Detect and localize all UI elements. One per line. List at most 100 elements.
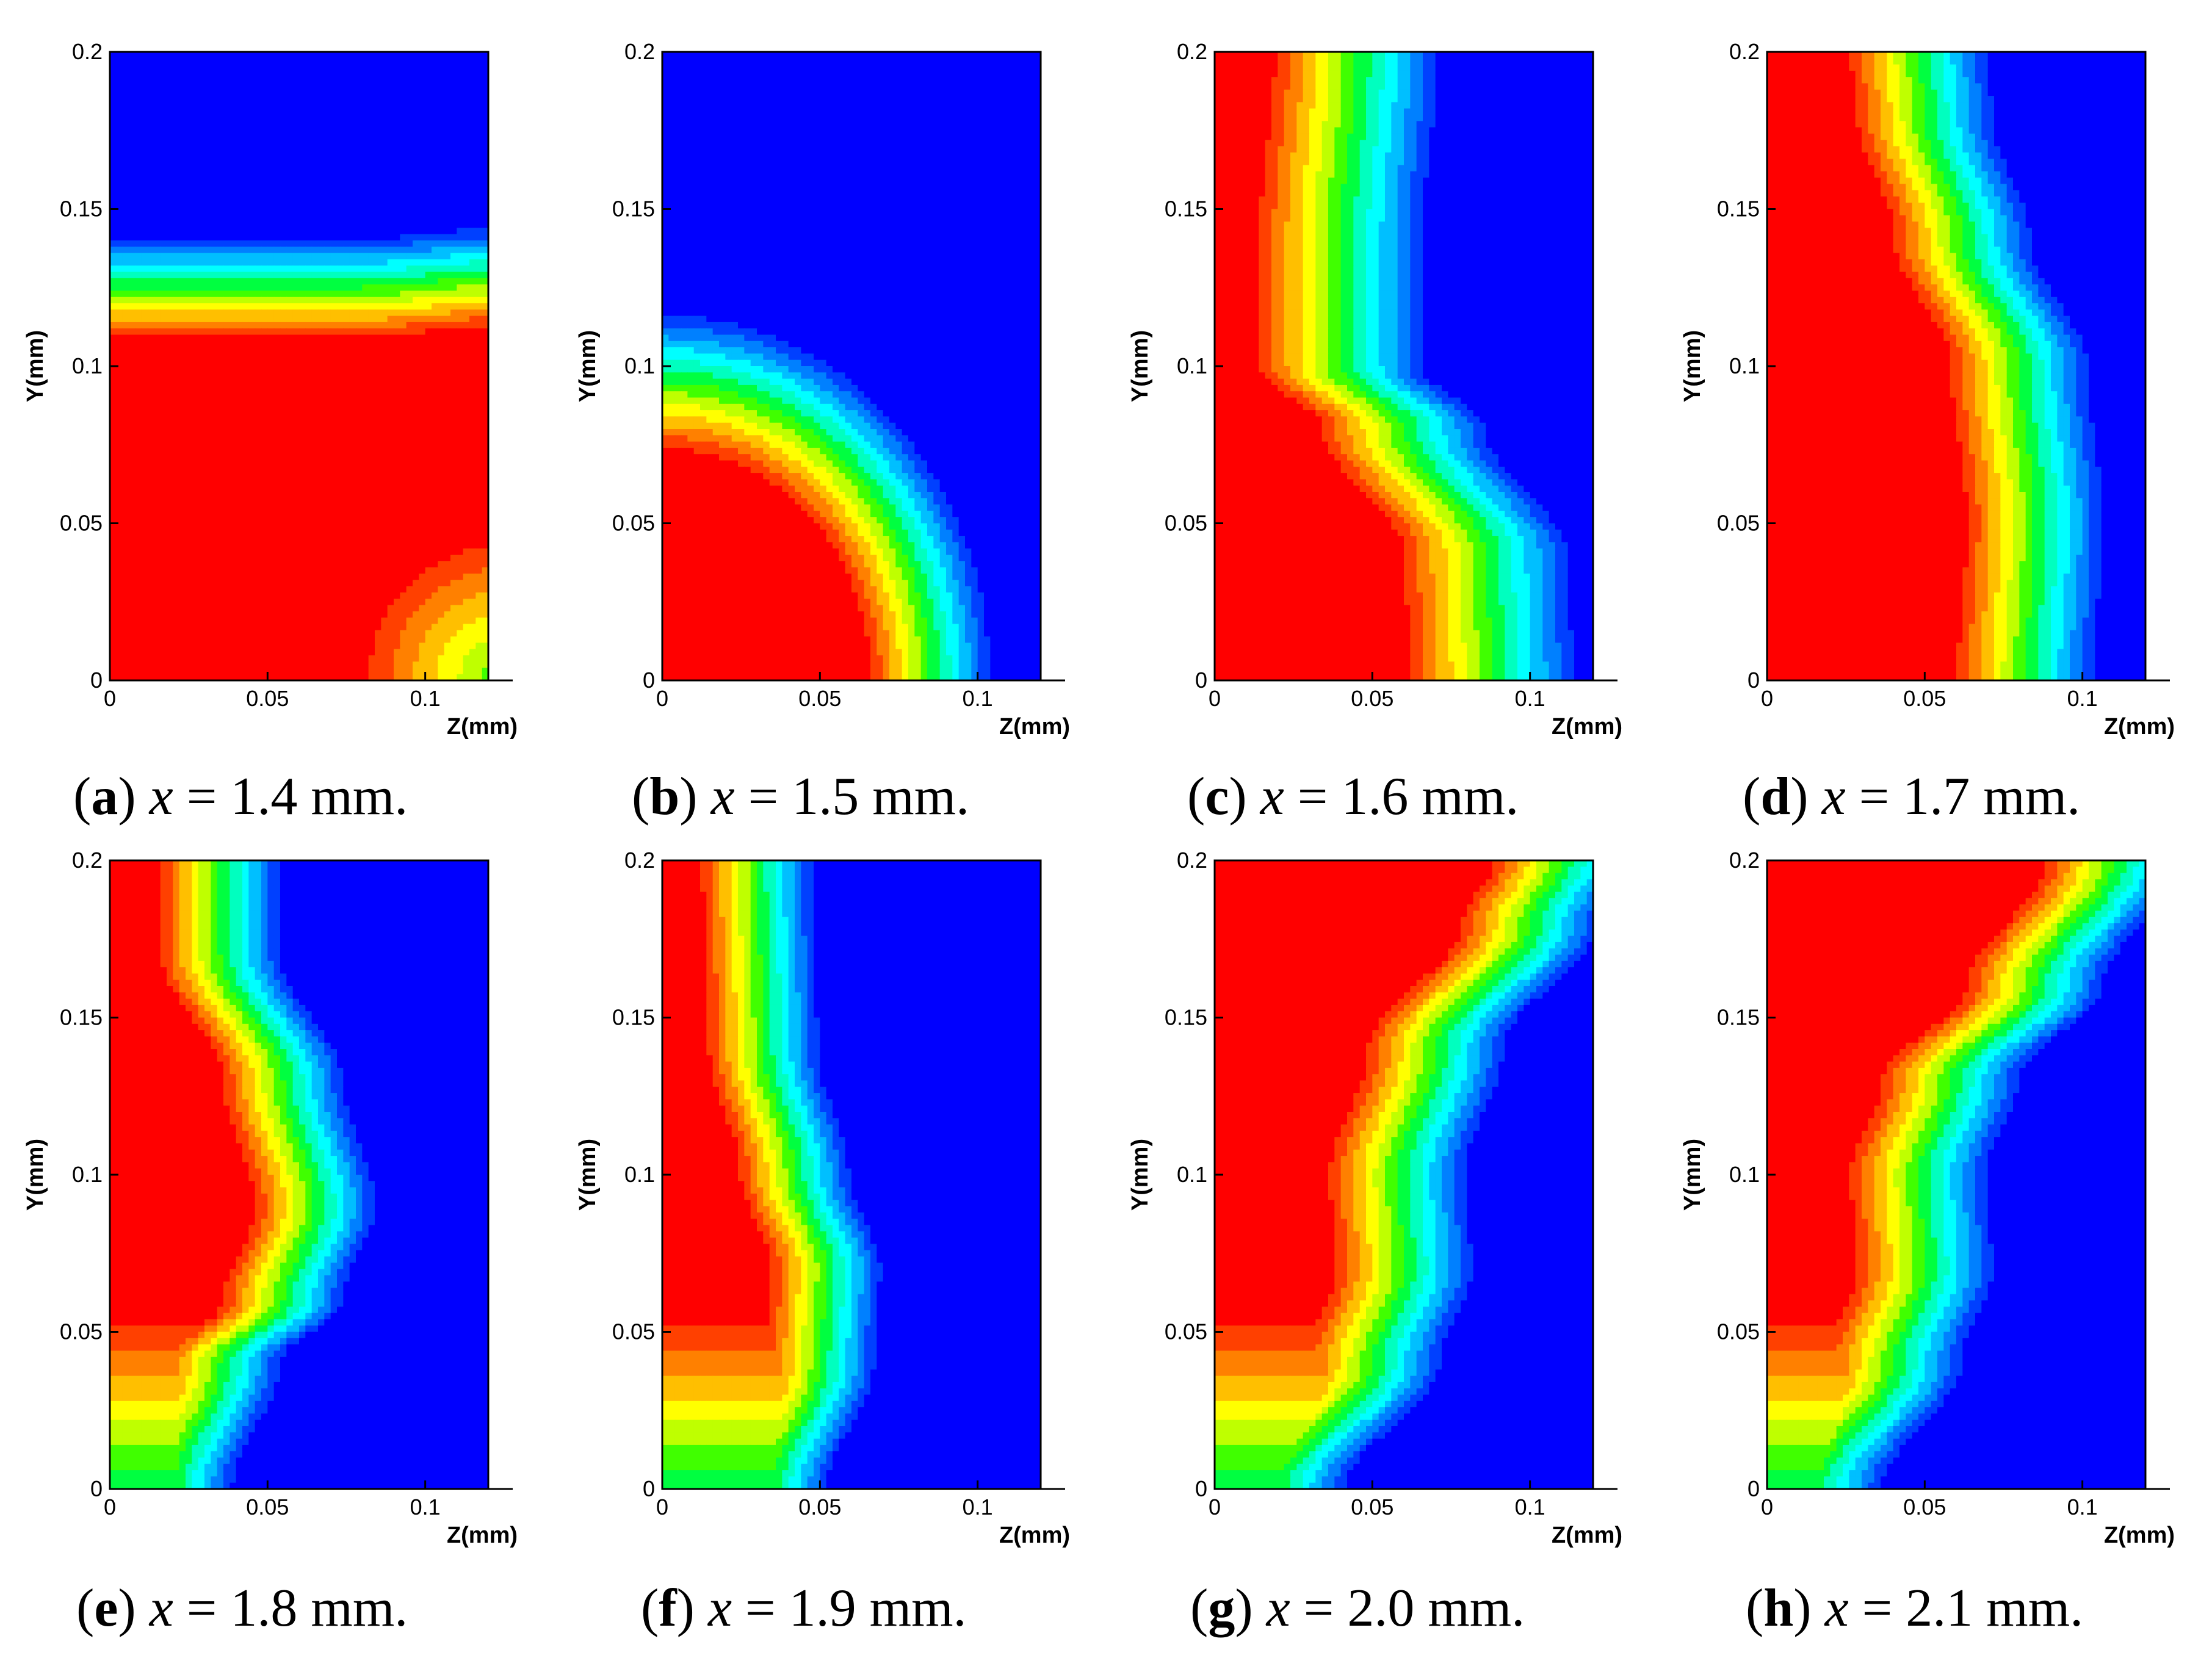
contour-cell xyxy=(217,240,224,247)
contour-cell xyxy=(223,297,230,304)
contour-cell xyxy=(444,341,451,348)
contour-cell xyxy=(343,416,350,424)
contour-cell xyxy=(444,492,451,499)
contour-cell xyxy=(129,466,136,474)
contour-cell xyxy=(160,429,167,436)
contour-cell xyxy=(356,159,363,165)
contour-cell xyxy=(311,265,319,273)
contour-cell xyxy=(211,115,218,121)
contour-cell xyxy=(432,64,438,71)
contour-cell xyxy=(438,435,445,442)
contour-cell xyxy=(273,403,281,411)
contour-cell xyxy=(217,234,224,241)
contour-cell xyxy=(236,479,243,486)
contour-cell xyxy=(160,410,167,417)
contour-cell xyxy=(469,429,476,436)
contour-cell xyxy=(368,460,375,467)
contour-cell xyxy=(148,89,154,96)
contour-cell xyxy=(160,290,167,298)
contour-cell xyxy=(217,203,224,210)
contour-cell xyxy=(248,234,256,241)
contour-cell xyxy=(400,391,407,398)
contour-cell xyxy=(324,89,331,96)
contour-cell xyxy=(173,278,180,285)
contour-cell xyxy=(135,353,142,361)
contour-cell xyxy=(356,485,363,492)
contour-cell xyxy=(413,290,419,298)
contour-cell xyxy=(198,115,205,121)
contour-cell xyxy=(299,366,306,373)
contour-cell xyxy=(368,89,375,96)
contour-cell xyxy=(135,473,142,480)
contour-cell xyxy=(248,359,256,367)
contour-cell xyxy=(122,253,129,260)
contour-cell xyxy=(413,315,419,323)
contour-cell xyxy=(186,555,192,561)
contour-cell xyxy=(242,378,249,386)
contour-cell xyxy=(368,529,375,536)
contour-cell xyxy=(110,290,117,298)
contour-cell xyxy=(450,529,457,536)
contour-cell xyxy=(211,435,218,442)
contour-cell xyxy=(305,209,313,216)
contour-cell xyxy=(160,58,167,65)
contour-cell xyxy=(154,416,161,424)
contour-cell xyxy=(198,510,205,517)
contour-cell xyxy=(280,70,287,78)
contour-cell xyxy=(375,322,381,329)
contour-cell xyxy=(267,359,275,367)
contour-cell xyxy=(129,133,136,140)
contour-cell xyxy=(324,140,331,147)
contour-cell xyxy=(167,529,173,536)
contour-cell xyxy=(141,127,148,134)
contour-cell xyxy=(116,485,123,492)
contour-cell xyxy=(230,353,237,361)
contour-cell xyxy=(343,240,350,247)
contour-cell xyxy=(368,447,375,455)
contour-cell xyxy=(217,435,224,442)
contour-cell xyxy=(305,492,313,499)
contour-cell xyxy=(475,555,483,561)
contour-cell xyxy=(337,259,344,266)
contour-cell xyxy=(394,353,400,361)
contour-cell xyxy=(230,410,237,417)
contour-cell xyxy=(475,523,483,530)
contour-cell xyxy=(211,322,218,329)
contour-cell xyxy=(330,159,338,165)
contour-cell xyxy=(141,96,148,103)
contour-cell xyxy=(482,473,489,480)
contour-cell xyxy=(186,410,192,417)
contour-cell xyxy=(211,510,218,517)
contour-cell xyxy=(292,441,300,449)
contour-cell xyxy=(419,171,426,178)
contour-cell xyxy=(425,278,432,285)
contour-cell xyxy=(425,102,432,109)
contour-cell xyxy=(318,454,325,461)
contour-cell xyxy=(223,127,230,134)
contour-cell xyxy=(261,523,268,530)
contour-cell xyxy=(349,384,356,392)
contour-cell xyxy=(450,372,457,380)
contour-cell xyxy=(330,498,338,505)
contour-cell xyxy=(110,548,117,555)
contour-cell xyxy=(450,397,457,405)
contour-cell xyxy=(318,485,325,492)
contour-cell xyxy=(280,203,287,210)
contour-cell xyxy=(122,397,129,405)
contour-cell xyxy=(305,397,313,405)
contour-cell xyxy=(463,441,470,449)
contour-cell xyxy=(211,567,218,574)
contour-cell xyxy=(463,272,470,279)
contour-cell xyxy=(286,96,294,103)
contour-cell xyxy=(457,548,464,555)
contour-cell xyxy=(406,309,413,317)
contour-cell xyxy=(305,378,313,386)
contour-cell xyxy=(400,140,407,147)
contour-cell xyxy=(211,83,218,90)
contour-cell xyxy=(116,228,123,235)
contour-cell xyxy=(387,297,394,304)
contour-cell xyxy=(299,222,306,228)
contour-cell xyxy=(223,422,230,430)
contour-cell xyxy=(198,253,205,260)
contour-cell xyxy=(148,222,154,228)
